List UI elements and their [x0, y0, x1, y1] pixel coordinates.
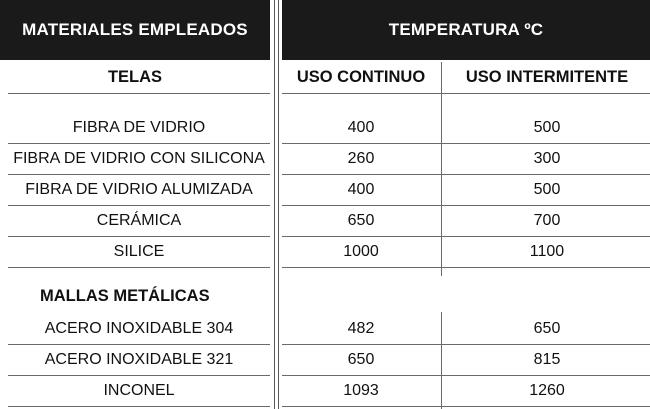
mallas-row-2-material: INCONEL	[103, 381, 175, 399]
mallas-row-0-intermitente: 650	[533, 319, 561, 337]
telas-row-1-rule-left	[8, 174, 270, 175]
telas-row-2-material: FIBRA DE VIDRIO ALUMIZADA	[25, 180, 253, 198]
subheader-uso-intermitente-label: USO INTERMITENTE	[465, 67, 629, 86]
mallas-row-0-continuo: 482	[347, 319, 375, 337]
subheader-uso-continuo-label: USO CONTINUO	[296, 67, 426, 86]
values-separator-lower	[441, 312, 442, 409]
telas-row-3-continuo: 650	[347, 211, 375, 229]
telas-row-2-rule-right	[282, 205, 650, 206]
telas-row-4-rule-left	[8, 267, 270, 268]
header-materiales-label: MATERIALES EMPLEADOS	[22, 20, 248, 39]
mallas-row-1-material: ACERO INOXIDABLE 321	[44, 350, 234, 368]
telas-row-2-continuo: 400	[347, 180, 375, 198]
column-separator-left	[274, 0, 275, 409]
mallas-row-0-material: ACERO INOXIDABLE 304	[44, 319, 234, 337]
telas-row-0-continuo: 400	[347, 118, 375, 136]
telas-row-4-intermitente: 1100	[529, 242, 565, 260]
telas-row-0-rule-right	[282, 143, 650, 144]
telas-row-1-intermitente: 300	[533, 149, 561, 167]
mallas-row-2-continuo: 1093	[343, 381, 379, 399]
mallas-title: MALLAS METÁLICAS	[40, 282, 240, 310]
rule-under-subheader-left	[8, 93, 270, 94]
telas-row-0-material: FIBRA DE VIDRIO	[72, 118, 206, 136]
telas-row-3-rule-left	[8, 236, 270, 237]
mallas-row-0-rule-right	[282, 344, 650, 345]
telas-row-1-continuo: 260	[347, 149, 375, 167]
telas-row-4-rule-right	[282, 267, 650, 268]
subheader-telas-label: TELAS	[107, 67, 163, 86]
rule-under-subheader	[282, 93, 650, 94]
telas-row-2-intermitente: 500	[533, 180, 561, 198]
telas-row-0-intermitente: 500	[533, 118, 561, 136]
telas-row-2-rule-left	[8, 205, 270, 206]
header-temperatura-label: TEMPERATURA ºC	[388, 20, 544, 39]
telas-row-0-rule-left	[8, 143, 270, 144]
mallas-row-1-rule-right	[282, 375, 650, 376]
telas-row-4-continuo: 1000	[343, 242, 379, 260]
mallas-row-2-intermitente: 1260	[529, 381, 565, 399]
subheader-telas: TELAS	[0, 62, 270, 92]
telas-row-1-rule-right	[282, 174, 650, 175]
mallas-row-1-rule-left	[8, 375, 270, 376]
telas-row-3-material: CERÁMICA	[96, 211, 182, 229]
header-temperatura: TEMPERATURA ºC	[282, 0, 650, 60]
mallas-title-label: MALLAS METÁLICAS	[40, 286, 210, 305]
subheader-uso-continuo: USO CONTINUO	[282, 62, 440, 92]
mallas-row-1-continuo: 650	[347, 350, 375, 368]
header-materiales: MATERIALES EMPLEADOS	[0, 0, 270, 60]
values-separator-upper	[441, 62, 442, 276]
mallas-row-2-rule-right	[282, 406, 650, 407]
mallas-row-0-rule-left	[8, 344, 270, 345]
telas-row-3-rule-right	[282, 236, 650, 237]
mallas-row-1-intermitente: 815	[533, 350, 561, 368]
column-separator-right	[278, 0, 279, 409]
subheader-uso-intermitente: USO INTERMITENTE	[444, 62, 650, 92]
mallas-row-2-rule-left	[8, 406, 270, 407]
telas-row-3-intermitente: 700	[533, 211, 561, 229]
telas-row-1-material: FIBRA DE VIDRIO CON SILICONA	[13, 149, 265, 167]
telas-row-4-material: SILICE	[113, 242, 165, 260]
